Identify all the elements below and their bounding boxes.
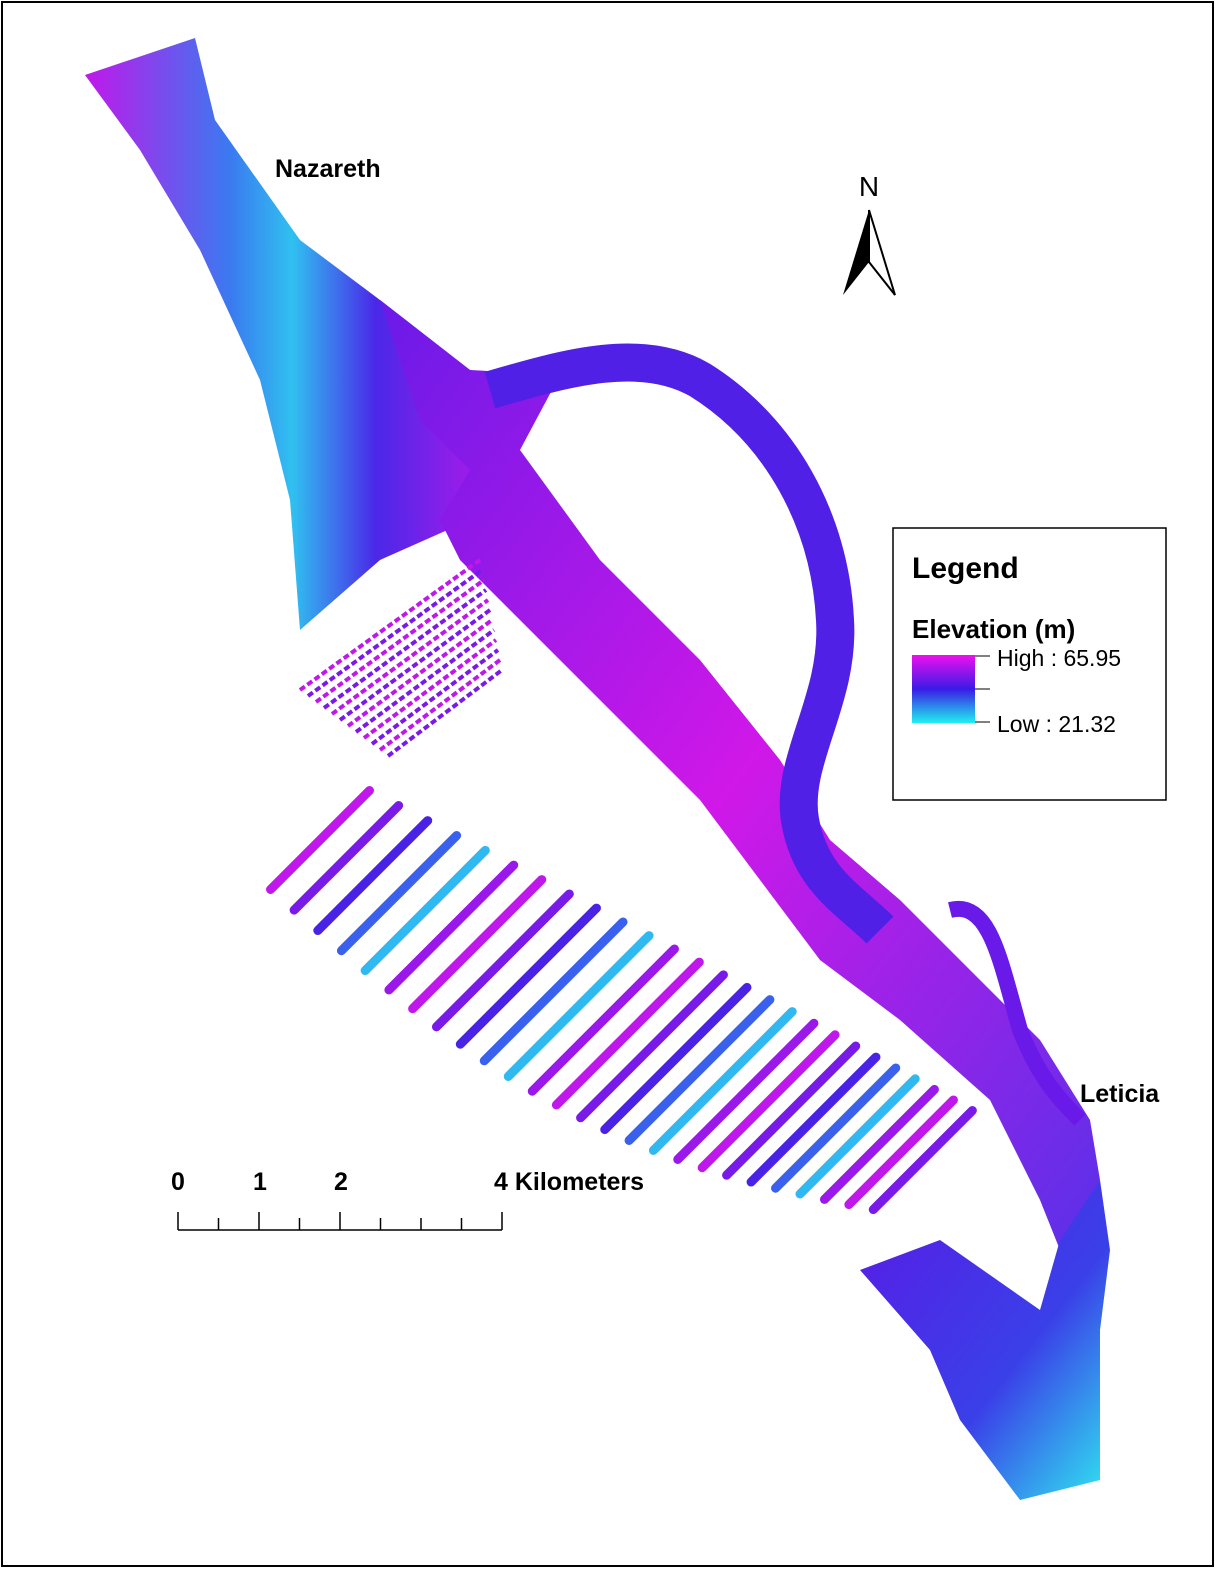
legend-low: Low : 21.32	[997, 711, 1116, 737]
legend-high: High : 65.95	[997, 645, 1121, 671]
place-label: Nazareth	[275, 155, 381, 183]
scale-label: 1	[253, 1168, 267, 1196]
legend-field: Elevation (m)	[912, 614, 1075, 644]
scale-label: 0	[171, 1168, 185, 1196]
place-label: Leticia	[1080, 1080, 1160, 1108]
scale-label: 2	[334, 1168, 348, 1196]
scale-label: 4 Kilometers	[494, 1168, 644, 1196]
north-label: N	[859, 171, 879, 202]
legend: Legend Elevation (m) High : 65.95 Low : …	[893, 528, 1166, 800]
legend-title: Legend	[912, 552, 1019, 585]
color-ramp	[912, 655, 975, 723]
map: Nazareth Leticia N Legend Elevation (m) …	[0, 0, 1215, 1568]
